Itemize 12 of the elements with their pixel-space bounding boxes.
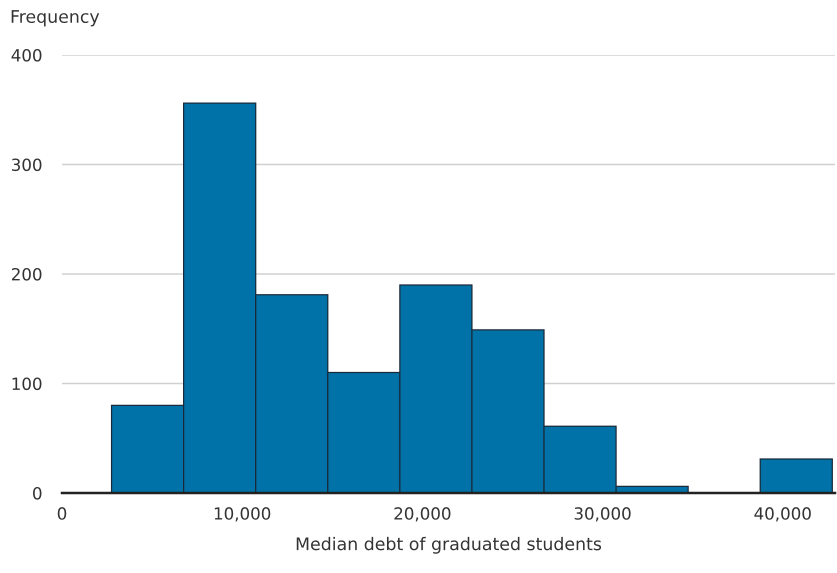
x-tick-label: 40,000 [754, 507, 811, 522]
x-axis-title: Median debt of graduated students [296, 536, 602, 554]
y-tick-label: 300 [12, 158, 42, 172]
x-tick-label: 20,000 [394, 507, 450, 522]
y-tick-label: 0 [33, 486, 42, 500]
x-tick-label: 30,000 [574, 507, 631, 522]
y-tick-label: 100 [12, 377, 42, 390]
y-tick-label: 200 [12, 268, 42, 281]
x-tick-label: 10,000 [214, 507, 270, 522]
x-tick-label: 0 [58, 507, 66, 520]
y-tick-label: 400 [12, 48, 42, 62]
y-axis-title: Frequency [12, 10, 100, 26]
